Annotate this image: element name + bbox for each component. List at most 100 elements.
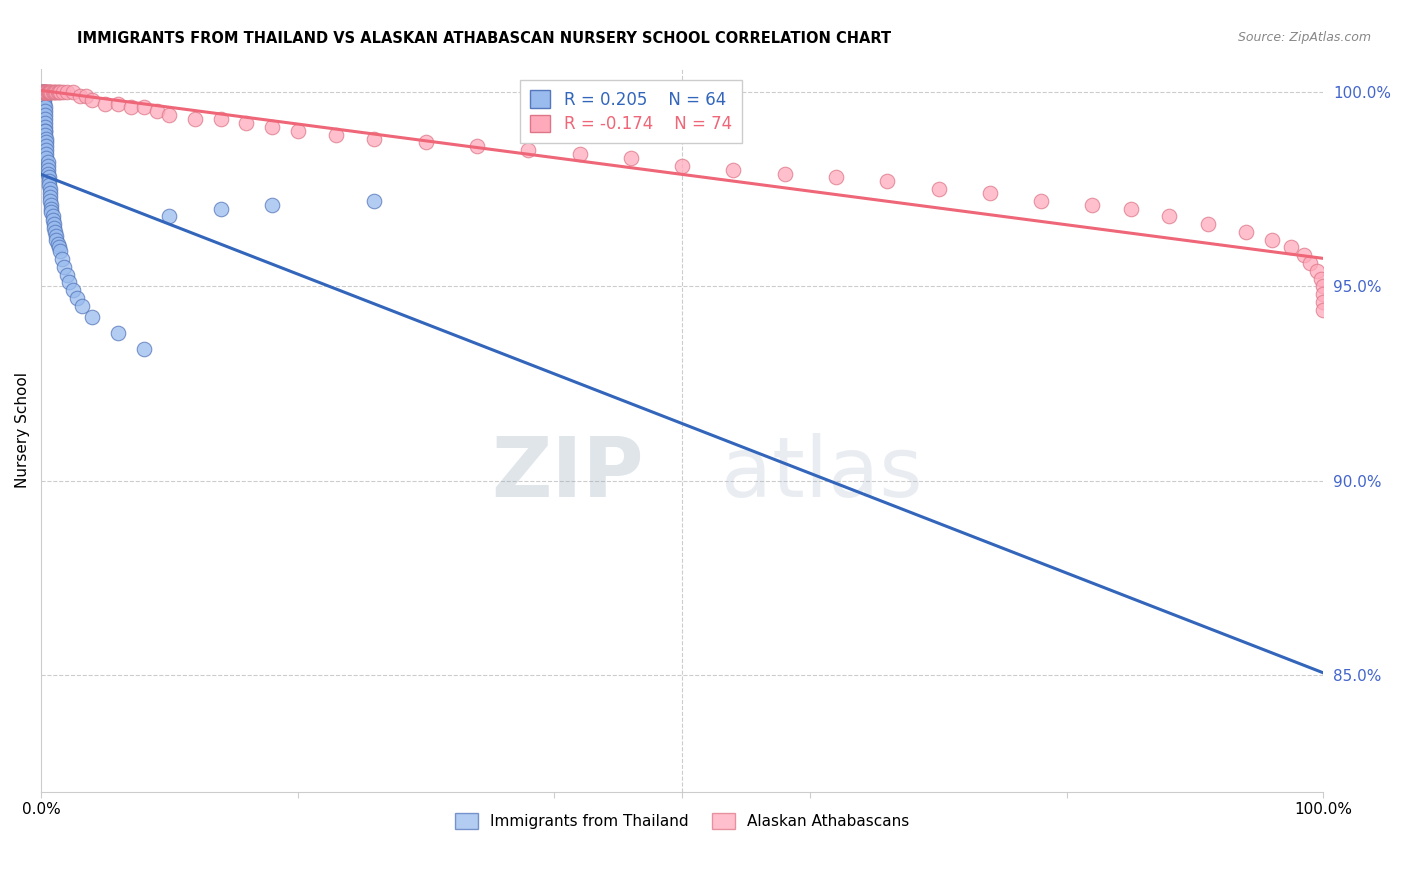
Point bbox=[32, 85, 55, 99]
Point bbox=[58, 276, 80, 290]
Point bbox=[39, 85, 62, 99]
Point bbox=[42, 217, 65, 231]
Point bbox=[41, 85, 63, 99]
Point bbox=[1159, 210, 1181, 224]
Point bbox=[55, 268, 77, 282]
Point bbox=[517, 143, 540, 157]
Point bbox=[415, 136, 437, 150]
Text: ZIP: ZIP bbox=[491, 434, 644, 514]
Point bbox=[45, 233, 67, 247]
Point bbox=[37, 159, 59, 173]
Point bbox=[145, 104, 167, 119]
Point bbox=[1306, 264, 1329, 278]
Point bbox=[120, 100, 142, 114]
Point bbox=[1081, 197, 1104, 211]
Point bbox=[34, 124, 56, 138]
Point bbox=[39, 182, 62, 196]
Point bbox=[31, 85, 53, 99]
Point bbox=[42, 85, 65, 99]
Point bbox=[1312, 294, 1334, 309]
Point bbox=[1119, 202, 1142, 216]
Point bbox=[825, 170, 848, 185]
Point bbox=[32, 85, 55, 99]
Point bbox=[38, 85, 60, 99]
Point bbox=[34, 108, 56, 122]
Point bbox=[35, 85, 58, 99]
Point bbox=[1234, 225, 1257, 239]
Point bbox=[32, 88, 55, 103]
Point bbox=[34, 104, 56, 119]
Point bbox=[34, 112, 56, 127]
Point bbox=[49, 85, 72, 99]
Text: Source: ZipAtlas.com: Source: ZipAtlas.com bbox=[1237, 31, 1371, 45]
Point bbox=[37, 85, 59, 99]
Point bbox=[39, 194, 62, 208]
Point bbox=[1279, 240, 1302, 254]
Point bbox=[41, 205, 63, 219]
Point bbox=[132, 100, 155, 114]
Point bbox=[46, 85, 69, 99]
Point bbox=[55, 85, 77, 99]
Point bbox=[31, 85, 53, 99]
Point bbox=[773, 167, 796, 181]
Point bbox=[38, 174, 60, 188]
Point bbox=[52, 85, 75, 99]
Point bbox=[34, 128, 56, 142]
Point bbox=[1031, 194, 1053, 208]
Point bbox=[1299, 256, 1322, 270]
Point bbox=[979, 186, 1001, 200]
Point bbox=[132, 342, 155, 356]
Point bbox=[465, 139, 488, 153]
Point bbox=[32, 85, 55, 99]
Point bbox=[69, 88, 91, 103]
Point bbox=[42, 221, 65, 235]
Point bbox=[35, 85, 58, 99]
Point bbox=[31, 85, 53, 99]
Point bbox=[35, 131, 58, 145]
Point bbox=[41, 210, 63, 224]
Point bbox=[209, 112, 232, 127]
Point bbox=[35, 151, 58, 165]
Point bbox=[184, 112, 207, 127]
Point bbox=[35, 85, 58, 99]
Point bbox=[107, 96, 129, 111]
Point bbox=[32, 85, 55, 99]
Point bbox=[1292, 248, 1315, 262]
Point bbox=[235, 116, 257, 130]
Point bbox=[1312, 287, 1334, 301]
Point bbox=[34, 85, 56, 99]
Point bbox=[723, 162, 745, 177]
Point bbox=[38, 178, 60, 193]
Point bbox=[1197, 217, 1219, 231]
Point bbox=[48, 240, 70, 254]
Point bbox=[1309, 271, 1331, 285]
Point bbox=[32, 85, 55, 99]
Point bbox=[34, 124, 56, 138]
Point bbox=[41, 213, 63, 227]
Point bbox=[41, 197, 63, 211]
Point bbox=[34, 116, 56, 130]
Point bbox=[44, 85, 66, 99]
Point bbox=[325, 128, 347, 142]
Point bbox=[39, 186, 62, 200]
Point bbox=[568, 147, 591, 161]
Point bbox=[62, 283, 84, 297]
Point bbox=[34, 120, 56, 134]
Point bbox=[39, 85, 62, 99]
Point bbox=[1312, 302, 1334, 317]
Point bbox=[157, 210, 180, 224]
Point bbox=[32, 93, 55, 107]
Point bbox=[82, 93, 104, 107]
Point bbox=[31, 85, 53, 99]
Point bbox=[44, 225, 66, 239]
Point bbox=[45, 228, 67, 243]
Point bbox=[38, 170, 60, 185]
Point bbox=[32, 96, 55, 111]
Point bbox=[46, 236, 69, 251]
Point bbox=[157, 108, 180, 122]
Point bbox=[41, 202, 63, 216]
Point bbox=[287, 124, 309, 138]
Point bbox=[31, 85, 53, 99]
Point bbox=[38, 85, 60, 99]
Text: atlas: atlas bbox=[721, 434, 922, 514]
